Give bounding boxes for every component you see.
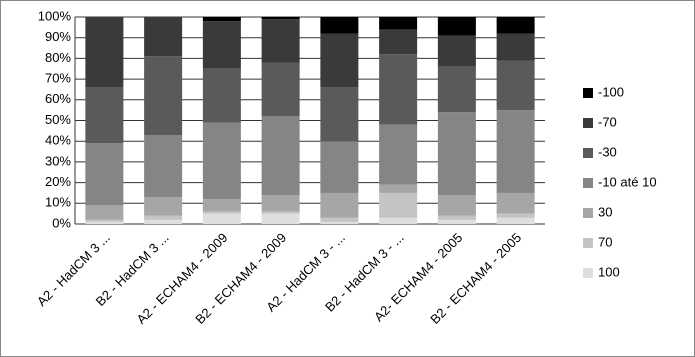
bar-segment	[496, 192, 535, 214]
bar-segment	[320, 17, 359, 34]
bar-segment	[261, 195, 300, 212]
y-tick-label: 10%	[45, 195, 71, 210]
bar-segment	[320, 192, 359, 218]
y-tick-label: 100%	[38, 8, 72, 23]
legend-label: 100	[598, 264, 620, 279]
bar-segment	[437, 17, 476, 36]
y-tick-label: 0%	[52, 215, 71, 230]
legend-label: 70	[598, 234, 612, 249]
bar-segment	[202, 211, 241, 214]
y-tick-label: 50%	[45, 112, 71, 127]
y-tick-label: 80%	[45, 50, 71, 65]
legend-swatch	[583, 88, 593, 98]
bar-segment	[202, 199, 241, 212]
bar-segment	[202, 68, 241, 123]
bar-segment	[144, 215, 183, 220]
legend-swatch	[583, 238, 593, 248]
bar-segment	[379, 184, 418, 193]
bar-segment	[437, 35, 476, 67]
bar-segment	[144, 134, 183, 198]
bar-segment	[437, 215, 476, 220]
bar-segment	[379, 54, 418, 125]
bar-segment	[202, 21, 241, 69]
legend-swatch	[583, 148, 593, 158]
legend-swatch	[583, 178, 593, 188]
bar-segment	[144, 197, 183, 216]
bar-segment	[261, 62, 300, 117]
bar-segment	[85, 219, 124, 222]
bar-segment	[496, 60, 535, 111]
bar-segment	[202, 122, 241, 200]
bar-segment	[437, 219, 476, 224]
y-tick-label: 20%	[45, 174, 71, 189]
bar-segment	[496, 33, 535, 61]
bar-segment	[261, 116, 300, 196]
legend-swatch	[583, 118, 593, 128]
bar-segment	[320, 141, 359, 193]
legend-swatch	[583, 208, 593, 218]
legend-label: -100	[598, 84, 624, 99]
bar-segment	[379, 124, 418, 185]
bar-segment	[379, 192, 418, 218]
y-tick-label: 60%	[45, 91, 71, 106]
bar-segment	[496, 17, 535, 34]
bar-segment	[379, 29, 418, 55]
bar-segment	[261, 211, 300, 214]
bar-segment	[85, 221, 124, 224]
legend-swatch	[583, 268, 593, 278]
bar-segment	[379, 217, 418, 224]
bar-segment	[261, 17, 300, 20]
bar-segment	[437, 112, 476, 196]
legend-label: -70	[598, 114, 617, 129]
bar-segment	[85, 87, 124, 144]
bar-segment	[496, 110, 535, 193]
bar-segment	[320, 33, 359, 88]
bar-segment	[437, 195, 476, 216]
bar-segment	[261, 19, 300, 63]
bar-segment	[320, 221, 359, 224]
bar-segment	[144, 56, 183, 135]
bar-segment	[202, 17, 241, 22]
bar-segment	[144, 17, 183, 57]
bar-segment	[437, 66, 476, 113]
bar-segment	[202, 213, 241, 224]
y-tick-label: 30%	[45, 153, 71, 168]
bar-segment	[144, 219, 183, 224]
bar-segment	[261, 213, 300, 224]
legend-label: -10 até 10	[598, 174, 657, 189]
y-tick-label: 40%	[45, 133, 71, 148]
bar-segment	[85, 205, 124, 220]
bar-segment	[320, 87, 359, 142]
bar-segment	[496, 217, 535, 224]
bar-segment	[320, 217, 359, 222]
bar-segment	[496, 213, 535, 218]
bar-segment	[379, 17, 418, 30]
y-tick-label: 70%	[45, 71, 71, 86]
legend-label: 30	[598, 204, 612, 219]
bar-segment	[85, 17, 124, 88]
legend-label: -30	[598, 144, 617, 159]
y-tick-label: 90%	[45, 29, 71, 44]
bar-segment	[85, 143, 124, 206]
